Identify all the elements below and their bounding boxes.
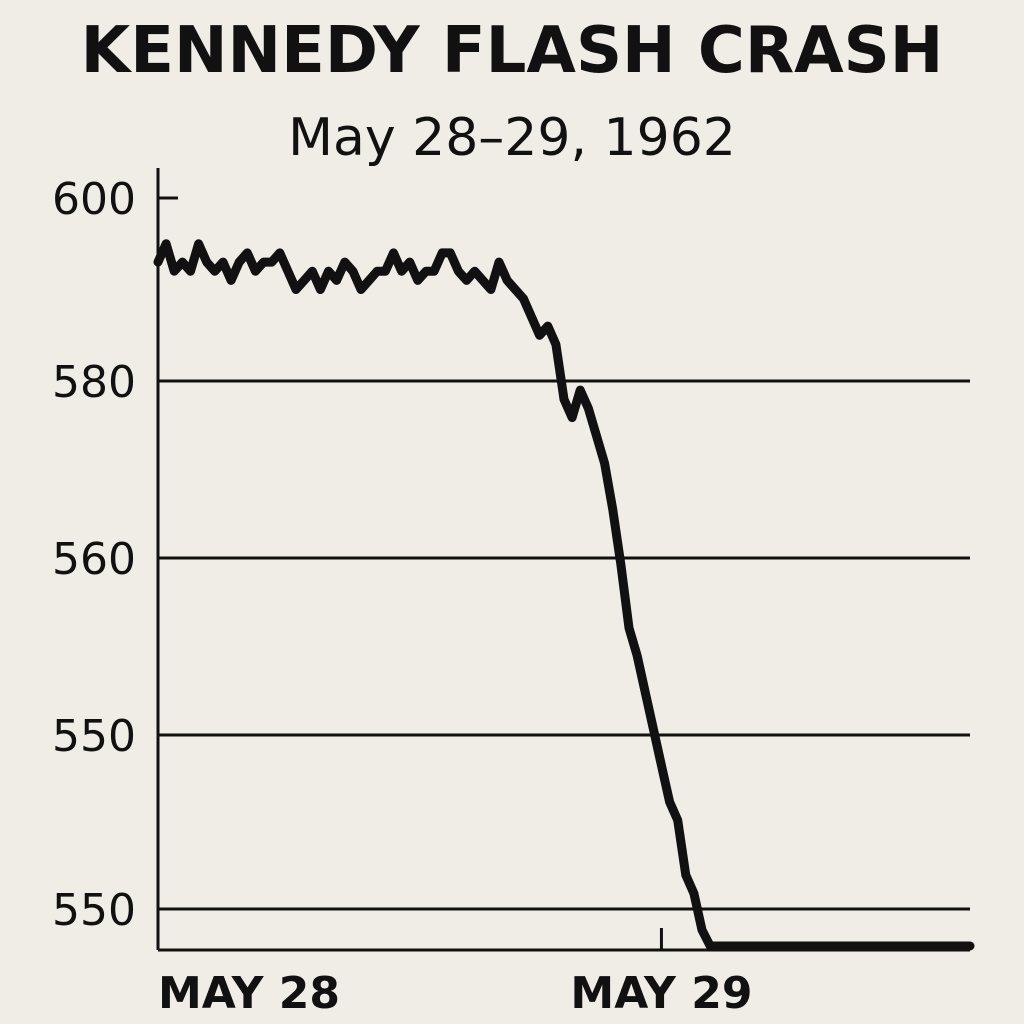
series (153, 239, 975, 951)
chart-title: KENNEDY FLASH CRASH (81, 14, 944, 88)
x-tick-label: MAY 28 (158, 968, 340, 1019)
series-line (153, 239, 975, 951)
x-tick-labels: MAY 28 MAY 29 (158, 928, 752, 1019)
x-tick-label: MAY 29 (570, 968, 752, 1019)
y-tick-label: 560 (52, 534, 136, 585)
y-tick-labels: 600 580 560 550 550 (52, 174, 136, 936)
y-tick-label: 550 (52, 711, 136, 762)
y-tick-label: 550 (52, 885, 136, 936)
chart-subtitle: May 28–29, 1962 (288, 108, 736, 168)
y-tick-label: 600 (52, 174, 136, 225)
y-tick-label: 580 (52, 357, 136, 408)
grid-lines (158, 379, 970, 911)
